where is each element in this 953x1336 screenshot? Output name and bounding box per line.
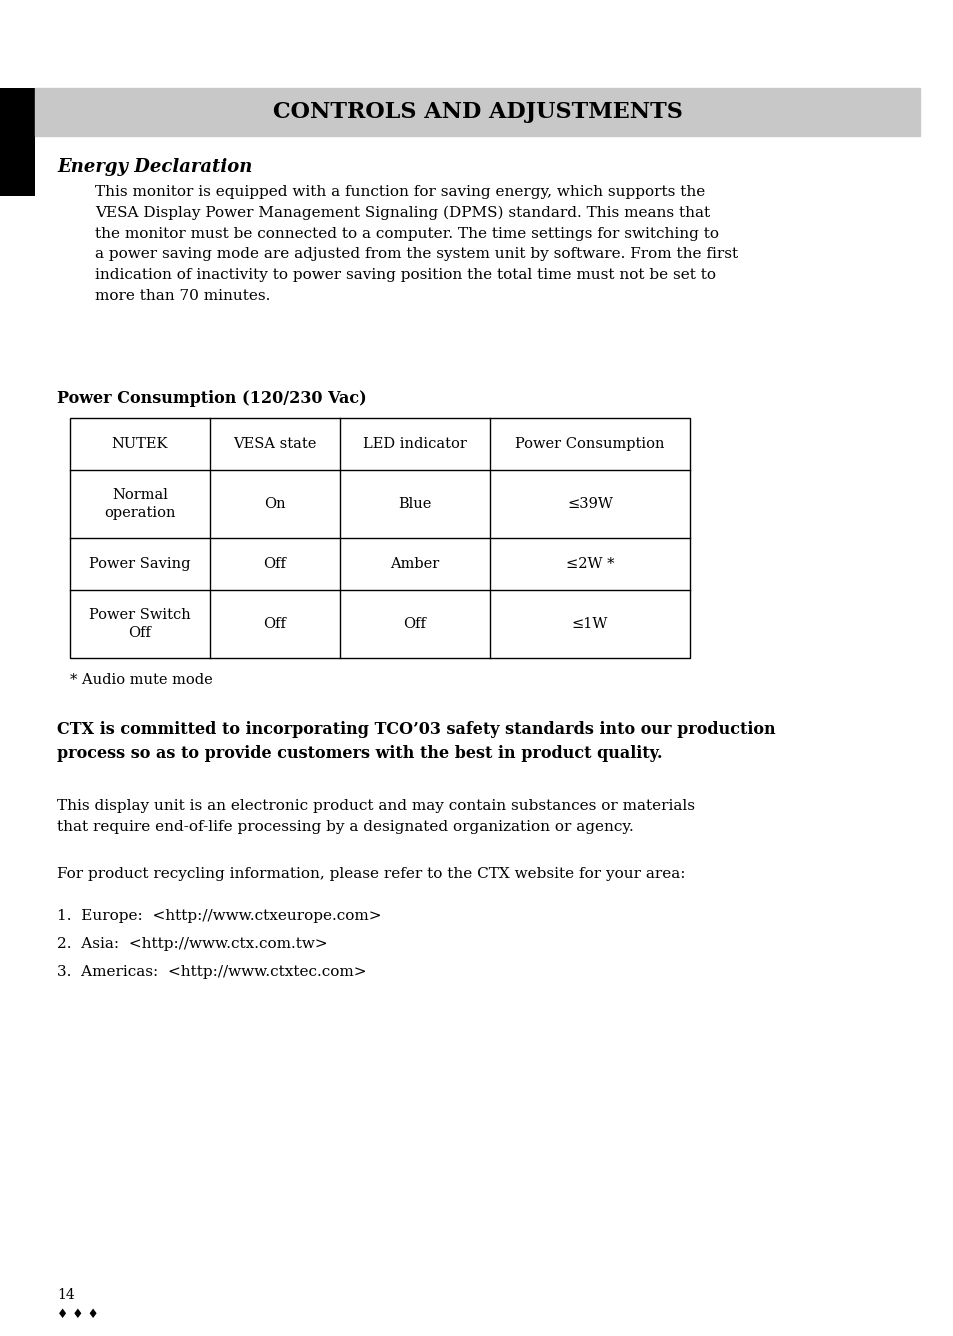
Text: 14: 14 (57, 1288, 74, 1303)
Text: CONTROLS AND ADJUSTMENTS: CONTROLS AND ADJUSTMENTS (273, 102, 681, 123)
Text: ≤39W: ≤39W (566, 497, 612, 510)
FancyBboxPatch shape (0, 88, 30, 196)
Text: ≤1W: ≤1W (571, 617, 608, 631)
Text: Power Switch
Off: Power Switch Off (89, 608, 191, 640)
Text: LED indicator: LED indicator (363, 437, 466, 452)
Bar (0, 88, 35, 196)
Text: NUTEK: NUTEK (112, 437, 168, 452)
Text: This monitor is equipped with a function for saving energy, which supports the
V: This monitor is equipped with a function… (95, 184, 738, 303)
Text: Power Consumption: Power Consumption (515, 437, 664, 452)
Text: VESA state: VESA state (233, 437, 316, 452)
Text: Amber: Amber (390, 557, 439, 570)
Text: ≤2W *: ≤2W * (565, 557, 614, 570)
Text: 2.  Asia:  <http://www.ctx.com.tw>: 2. Asia: <http://www.ctx.com.tw> (57, 937, 327, 951)
Text: Off: Off (403, 617, 426, 631)
Text: Off: Off (263, 557, 286, 570)
Text: Normal
operation: Normal operation (104, 488, 175, 520)
Text: On: On (264, 497, 286, 510)
Text: This display unit is an electronic product and may contain substances or materia: This display unit is an electronic produ… (57, 799, 695, 834)
Text: Blue: Blue (398, 497, 432, 510)
Text: For product recycling information, please refer to the CTX website for your area: For product recycling information, pleas… (57, 867, 685, 880)
Bar (35, 88, 919, 136)
Text: * Audio mute mode: * Audio mute mode (70, 673, 213, 687)
Text: 3.  Americas:  <http://www.ctxtec.com>: 3. Americas: <http://www.ctxtec.com> (57, 965, 366, 979)
Text: Power Consumption (120/230 Vac): Power Consumption (120/230 Vac) (57, 390, 366, 407)
Text: CTX is committed to incorporating TCO’03 safety standards into our production
pr: CTX is committed to incorporating TCO’03… (57, 721, 775, 762)
Text: Off: Off (263, 617, 286, 631)
Bar (70, 418, 689, 659)
Text: Energy Declaration: Energy Declaration (57, 158, 253, 176)
Text: 1.  Europe:  <http://www.ctxeurope.com>: 1. Europe: <http://www.ctxeurope.com> (57, 908, 381, 923)
Text: Power Saving: Power Saving (90, 557, 191, 570)
Text: ♦ ♦ ♦: ♦ ♦ ♦ (57, 1308, 99, 1321)
